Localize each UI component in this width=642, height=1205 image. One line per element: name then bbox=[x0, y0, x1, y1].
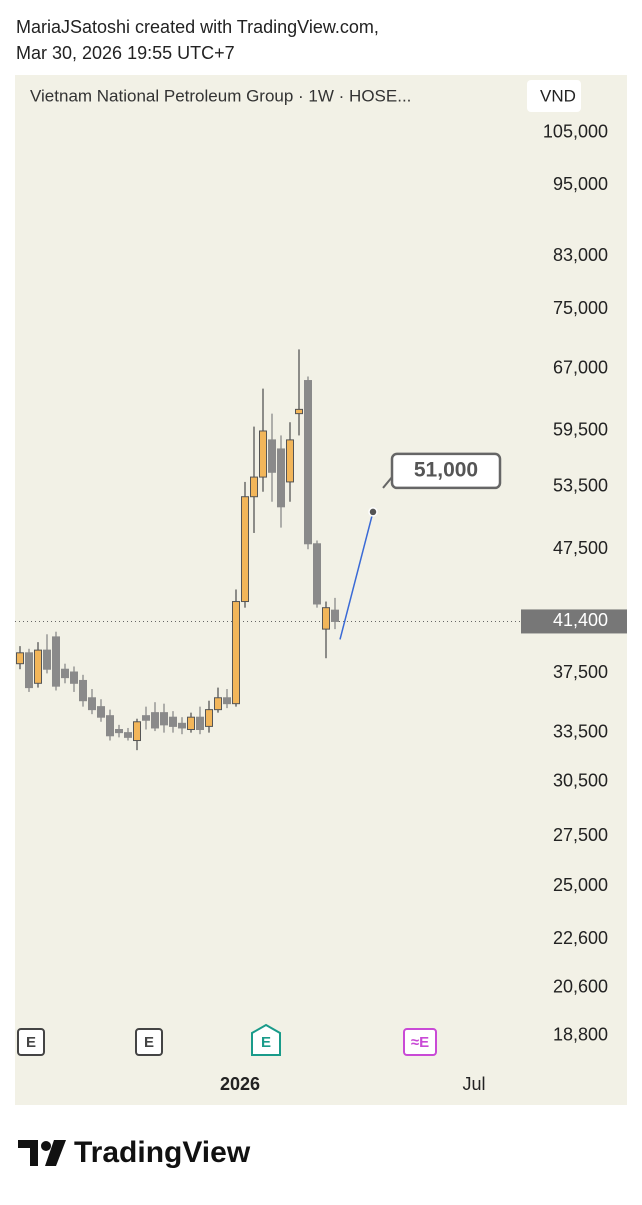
last-price-label: 41,400 bbox=[553, 610, 608, 630]
candle-body bbox=[43, 649, 51, 670]
event-label[interactable]: ≈E bbox=[411, 1034, 429, 1051]
candle-body bbox=[88, 697, 96, 711]
candle-body bbox=[25, 652, 33, 689]
y-tick-label: 47,500 bbox=[553, 538, 608, 558]
candle-body bbox=[277, 448, 285, 508]
candle-body bbox=[250, 476, 258, 498]
candle-body bbox=[322, 607, 330, 630]
candle-body bbox=[160, 712, 168, 726]
candle-body bbox=[52, 636, 60, 687]
logo-shape bbox=[18, 1140, 38, 1148]
logo-shape bbox=[45, 1140, 66, 1166]
plot: 105,000 95,000 83,000 75,000 67,000 59,500 53,… bbox=[15, 121, 627, 1094]
candle-body bbox=[268, 439, 276, 473]
candle-body bbox=[142, 715, 150, 721]
event-icon[interactable] bbox=[135, 1028, 163, 1056]
x-tick-label: 2026 bbox=[220, 1074, 260, 1094]
candle-body bbox=[304, 380, 312, 545]
candle-body bbox=[79, 679, 87, 702]
y-tick-label: 22,600 bbox=[553, 928, 608, 948]
candle-body bbox=[61, 668, 69, 679]
event-icon[interactable] bbox=[17, 1028, 45, 1056]
candle-body bbox=[295, 408, 303, 415]
candle-body bbox=[178, 722, 186, 729]
y-tick-label: 27,500 bbox=[553, 825, 608, 845]
event-label[interactable]: E bbox=[144, 1034, 154, 1051]
last-price-box bbox=[521, 609, 627, 634]
event-label[interactable]: E bbox=[26, 1034, 36, 1051]
candle-body bbox=[286, 439, 294, 483]
candle-body bbox=[232, 601, 240, 705]
logo bbox=[18, 1140, 66, 1166]
candle-body bbox=[106, 715, 114, 737]
brand: TradingView bbox=[74, 1136, 251, 1169]
y-tick-label: 105,000 bbox=[543, 121, 608, 141]
candle-body bbox=[259, 430, 267, 478]
candle-body bbox=[196, 716, 204, 731]
candle-body bbox=[187, 716, 195, 731]
y-tick-label: 67,000 bbox=[553, 357, 608, 377]
candle-body bbox=[115, 729, 123, 734]
y-tick-label: 20,600 bbox=[553, 977, 608, 997]
candle-body bbox=[205, 709, 213, 727]
timestamp: Mar 30, 2026 19:55 UTC+7 bbox=[16, 43, 235, 63]
candle-body bbox=[97, 706, 105, 718]
annotation-point bbox=[368, 507, 378, 517]
candle-body bbox=[16, 652, 24, 665]
y-tick-label: 30,500 bbox=[553, 771, 608, 791]
candle-body bbox=[124, 732, 132, 738]
author-line: MariaJSatoshi created with TradingView.c… bbox=[16, 17, 379, 37]
y-tick-label: 75,000 bbox=[553, 298, 608, 318]
candle-body bbox=[223, 697, 231, 705]
candle-body bbox=[214, 697, 222, 711]
y-tick-label: 95,000 bbox=[553, 174, 608, 194]
y-tick-label: 18,800 bbox=[553, 1025, 608, 1045]
candle-body bbox=[70, 671, 78, 684]
annotation-box bbox=[390, 452, 502, 490]
events: E E E ≈E bbox=[17, 1023, 437, 1056]
candle-body bbox=[331, 609, 339, 622]
chart-title: Vietnam National Petroleum Group · 1W · … bbox=[30, 86, 411, 105]
currency[interactable]: VND bbox=[540, 86, 576, 105]
y-tick-label: 83,000 bbox=[553, 245, 608, 265]
candle-body bbox=[133, 721, 141, 742]
event-icon[interactable] bbox=[403, 1028, 437, 1056]
annotation-arrow bbox=[339, 511, 374, 640]
candle-body bbox=[151, 712, 159, 729]
y-tick-label: 59,500 bbox=[553, 420, 608, 440]
currency-box[interactable] bbox=[527, 80, 581, 112]
y-tick-label: 33,500 bbox=[553, 721, 608, 741]
logo-shape bbox=[30, 1140, 38, 1166]
candle-body bbox=[313, 543, 321, 605]
y-tick-label: 37,500 bbox=[553, 662, 608, 682]
candle-body bbox=[34, 649, 42, 684]
annotation-label: 51,000 bbox=[414, 458, 478, 481]
candle-body bbox=[169, 716, 177, 727]
candle-body bbox=[241, 496, 249, 603]
event-icon[interactable] bbox=[251, 1023, 281, 1056]
x-tick-label: Jul bbox=[462, 1074, 485, 1094]
logo-shape bbox=[41, 1141, 51, 1151]
y-tick-label: 25,000 bbox=[553, 875, 608, 895]
event-label[interactable]: E bbox=[261, 1034, 271, 1051]
y-tick-label: 53,500 bbox=[553, 476, 608, 496]
